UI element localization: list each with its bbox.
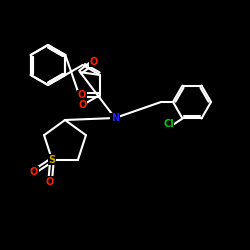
Text: S: S xyxy=(48,155,56,165)
Text: N: N xyxy=(111,113,119,123)
Text: O: O xyxy=(30,167,38,177)
Text: Cl: Cl xyxy=(163,120,174,130)
Text: O: O xyxy=(90,57,98,67)
Text: O: O xyxy=(78,90,86,100)
Text: O: O xyxy=(78,100,87,110)
Text: O: O xyxy=(46,177,54,187)
